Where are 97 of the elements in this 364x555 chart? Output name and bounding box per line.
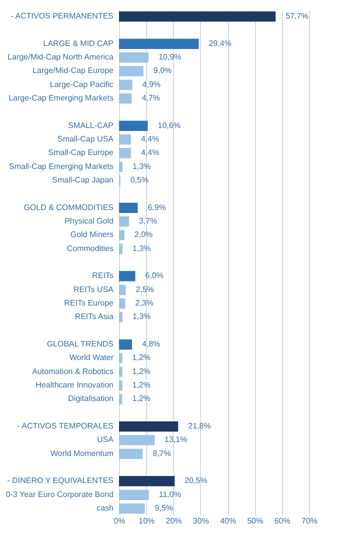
y-tick-label: Small-Cap Europe [48,148,114,158]
y-tick-label: Commodities [66,244,114,253]
bar [119,435,155,446]
y-tick-label: Digitalisation [68,394,114,404]
data-label: 6,0% [145,271,164,280]
bar [119,503,145,514]
bar [119,298,126,309]
bar [119,216,130,227]
bar [119,448,143,459]
bar [119,202,138,213]
y-tick-label: Large-Cap Emerging Markets [8,93,114,102]
data-label: 11,0% [158,490,181,499]
x-tick-label: 60% [274,516,290,526]
y-tick-label: - ACTIVOS PERMANENTES [10,11,114,20]
x-tick-label: 30% [192,516,209,526]
bar [119,162,123,172]
y-tick-label: Automation & Robotics [32,366,114,376]
bar [119,312,123,322]
y-tick-label: REITs Asia [74,312,114,322]
bar [119,284,126,295]
y-tick-label: Large-Cap Pacific [50,80,114,89]
bar [119,52,149,63]
y-tick-label: REITs [92,271,114,280]
data-label: 1,2% [132,394,150,404]
y-tick-label: World Momentum [50,448,114,458]
data-label: 2,3% [135,298,154,308]
data-label: 20,5% [184,476,208,486]
y-tick-label: REITs Europe [64,298,114,308]
data-label: 9,5% [154,504,174,513]
data-label: 6,9% [148,202,166,212]
bar [119,80,132,90]
y-tick-label: GLOBAL TRENDS [46,340,114,349]
x-tick-label: 40% [220,516,236,526]
data-label: 1,3% [132,162,151,171]
data-label: 4,8% [142,340,160,349]
bar [119,339,132,350]
data-label: 4,4% [140,148,160,158]
data-label: 10,9% [158,52,182,62]
data-label: 2,5% [136,284,154,294]
y-tick-label: 0-3 Year Euro Corporate Bond [6,490,114,499]
y-tick-label: LARGE & MID CAP [43,38,114,48]
data-label: 4,4% [140,134,160,144]
data-label: 0,5% [130,175,149,184]
bar [119,490,149,500]
data-label: 1,2% [132,353,150,362]
bar [119,380,122,391]
y-tick-label: World Water [69,353,114,362]
y-tick-label: SMALL-CAP [68,120,114,130]
data-label: 4,7% [142,93,160,102]
bar [119,353,122,364]
y-tick-label: - ACTIVOS TEMPORALES [17,422,114,431]
data-label: 2,0% [134,230,153,240]
data-label: 57,7% [286,11,308,20]
y-tick-label: Small-Cap Emerging Markets [9,162,114,171]
y-tick-label: Gold Miners [70,230,114,240]
y-tick-label: Large/Mid-Cap North America [8,52,114,62]
x-tick-label: 50% [247,516,264,526]
data-label: 8,7% [152,448,171,458]
y-tick-label: Healthcare Innovation [36,380,114,390]
bar [119,230,124,240]
x-tick-label: 20% [166,516,182,526]
bar [119,120,148,131]
data-label: 1,3% [132,244,151,253]
bar [119,394,122,404]
data-label: 10,6% [158,120,180,130]
data-label: 29,4% [208,38,232,48]
bar [119,366,122,377]
bar [119,244,123,254]
bar [119,271,136,282]
data-label: 1,2% [132,380,150,390]
data-label: 9,0% [153,66,172,76]
x-tick-label: 70% [301,516,318,526]
bar [119,66,144,76]
y-tick-label: REITs USA [73,284,114,294]
bar [119,148,131,158]
y-tick-label: Large/Mid-Cap Europe [32,66,114,76]
bar [119,421,178,432]
y-tick-label: Small-Cap USA [57,134,114,144]
data-label: 21,8% [188,422,211,431]
y-tick-label: cash [96,504,114,513]
data-label: 4,9% [142,80,161,89]
bar [119,476,175,486]
bar [119,93,132,104]
y-tick-label: GOLD & COMMODITIES [24,202,114,212]
data-label: 13,1% [164,435,188,444]
y-tick-label: Small-Cap Japan [52,175,114,184]
bar [119,11,276,22]
data-label: 3,7% [139,216,158,226]
x-tick-label: 10% [138,516,155,526]
data-label: 1,3% [132,312,151,322]
x-tick-label: 0% [114,516,126,526]
y-tick-label: USA [97,435,114,444]
y-tick-label: - DINERO Y EQUIVALENTES [7,476,114,486]
data-label: 1,2% [132,366,150,376]
bar [119,134,131,145]
y-tick-label: Physical Gold [64,216,114,226]
bar [119,38,199,49]
